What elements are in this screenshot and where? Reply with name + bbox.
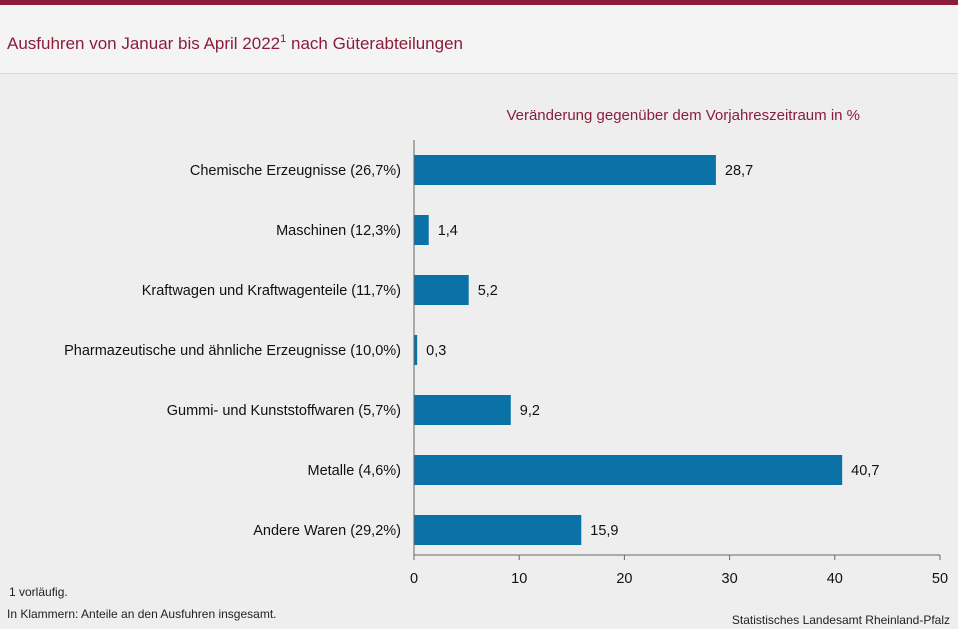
value-label-4: 9,2 [520, 403, 540, 419]
category-label-4: Gummi- und Kunststoffwaren (5,7%) [167, 403, 401, 419]
bar-1 [414, 215, 429, 245]
category-label-1: Maschinen (12,3%) [276, 223, 401, 239]
x-tick-label-1: 10 [511, 571, 527, 587]
x-tick-label-4: 40 [827, 571, 843, 587]
bar-3 [414, 335, 418, 365]
x-tick-label-2: 20 [616, 571, 632, 587]
chart-title-main: Ausfuhren von Januar bis April 2022 [7, 34, 281, 53]
value-label-6: 15,9 [590, 523, 618, 539]
category-label-0: Chemische Erzeugnisse (26,7%) [190, 163, 401, 179]
chart-subtitle: Veränderung gegenüber dem Vorjahreszeitr… [506, 107, 860, 124]
footnote: 1 vorläufig. [9, 585, 68, 599]
chart-title: Ausfuhren von Januar bis April 20221 nac… [7, 33, 464, 54]
value-label-1: 1,4 [438, 223, 458, 239]
x-tick-label-3: 30 [722, 571, 738, 587]
bar-4 [414, 395, 511, 425]
share-note: In Klammern: Anteile an den Ausfuhren in… [7, 607, 277, 621]
value-label-3: 0,3 [426, 343, 446, 359]
category-label-5: Metalle (4,6%) [308, 463, 401, 479]
chart-title-suffix: nach Güterabteilungen [290, 34, 464, 53]
bar-2 [414, 275, 469, 305]
bar-5 [414, 455, 843, 485]
category-label-2: Kraftwagen und Kraftwagenteile (11,7%) [142, 283, 401, 299]
value-label-0: 28,7 [725, 163, 753, 179]
category-label-6: Andere Waren (29,2%) [253, 523, 401, 539]
source-credit: Statistisches Landesamt Rheinland-Pfalz [731, 613, 950, 627]
chart-title-footnote-mark: 1 [280, 33, 287, 45]
title-bar: Ausfuhren von Januar bis April 20221 nac… [0, 5, 958, 74]
value-label-2: 5,2 [478, 283, 498, 299]
x-tick-label-0: 0 [410, 571, 418, 587]
top-accent-rule [0, 0, 958, 5]
value-label-5: 40,7 [851, 463, 879, 479]
bar-6 [414, 515, 582, 545]
category-label-3: Pharmazeutische und ähnliche Erzeugnisse… [64, 343, 401, 359]
x-tick-label-5: 50 [932, 571, 948, 587]
bar-0 [414, 155, 716, 185]
